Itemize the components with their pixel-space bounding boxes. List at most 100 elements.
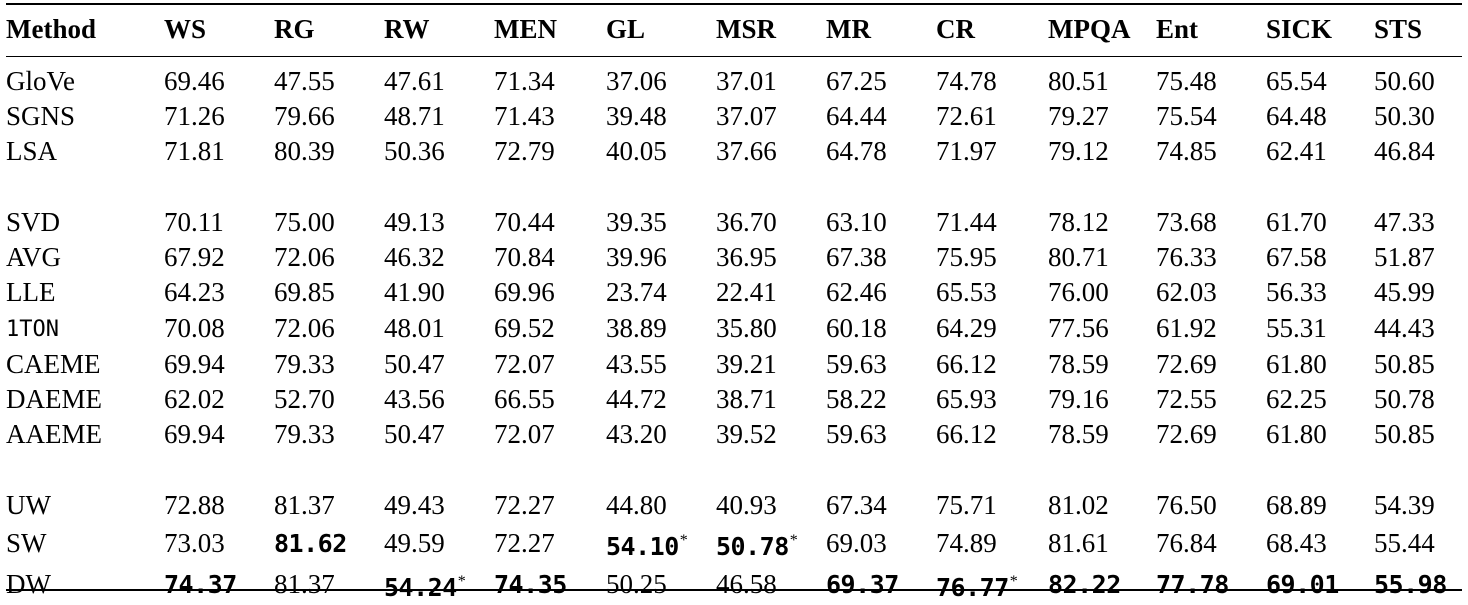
score-value: 72.69 <box>1156 349 1217 379</box>
score-cell: 73.68 <box>1156 169 1266 240</box>
score-value: 44.43 <box>1374 313 1435 343</box>
method-name: 1TON <box>6 317 59 342</box>
score-value: 58.22 <box>826 384 887 414</box>
score-cell: 50.30 <box>1374 99 1462 134</box>
score-cell: 69.46 <box>164 53 274 99</box>
method-cell: UW <box>6 452 164 523</box>
score-value: 44.80 <box>606 490 667 520</box>
score-cell: 50.85 <box>1374 347 1462 382</box>
score-value: 54.39 <box>1374 490 1435 520</box>
score-value: 38.71 <box>716 384 777 414</box>
best-score-value: 77.78 <box>1156 570 1229 599</box>
header-cell-gl: GL <box>606 14 646 44</box>
score-cell: 67.58 <box>1266 240 1374 275</box>
score-cell: 79.66 <box>274 99 384 134</box>
score-cell: 72.55 <box>1156 382 1266 417</box>
table-row: LLE 64.23 69.85 41.90 69.96 23.74 22.41 62.46 65… <box>6 275 1462 310</box>
score-cell: 71.34 <box>494 53 606 99</box>
score-value: 71.26 <box>164 101 225 131</box>
score-value: 38.89 <box>606 313 667 343</box>
method-cell: LLE <box>6 275 164 310</box>
score-cell: 50.78 <box>1374 382 1462 417</box>
score-value: 72.27 <box>494 528 555 558</box>
score-cell: 75.54 <box>1156 99 1266 134</box>
score-cell: 71.44 <box>936 169 1048 240</box>
score-value: 39.52 <box>716 419 777 449</box>
score-value: 72.07 <box>494 419 555 449</box>
table-row: CAEME 69.94 79.33 50.47 72.07 43.55 39.21 59.63… <box>6 347 1462 382</box>
score-value: 55.31 <box>1266 313 1327 343</box>
score-value: 44.72 <box>606 384 667 414</box>
score-cell: 79.33 <box>274 347 384 382</box>
score-value: 46.84 <box>1374 136 1435 166</box>
score-cell: 50.85 <box>1374 417 1462 452</box>
header-cell-cr: CR <box>936 14 975 44</box>
score-value: 73.68 <box>1156 207 1217 237</box>
score-value: 46.32 <box>384 242 445 272</box>
header-cell-men: MEN <box>494 14 557 44</box>
score-value: 70.44 <box>494 207 555 237</box>
score-cell: 79.27 <box>1048 99 1156 134</box>
score-cell: 76.33 <box>1156 240 1266 275</box>
significance-marker: * <box>679 532 688 549</box>
table-row: AVG 67.92 72.06 46.32 70.84 39.96 36.95 67.38 75… <box>6 240 1462 275</box>
score-value: 46.58 <box>716 569 777 599</box>
score-cell: 41.90 <box>384 275 494 310</box>
score-value: 72.06 <box>274 242 335 272</box>
score-value: 64.48 <box>1266 101 1327 131</box>
score-cell: 70.44 <box>494 169 606 240</box>
score-cell: 79.16 <box>1048 382 1156 417</box>
table-row: LSA 71.81 80.39 50.36 72.79 40.05 37.66 64.78 71… <box>6 134 1462 169</box>
score-cell: 55.31 <box>1266 310 1374 347</box>
score-cell: 76.84 <box>1156 523 1266 564</box>
score-cell: 71.26 <box>164 99 274 134</box>
score-cell: 72.69 <box>1156 417 1266 452</box>
score-value: 71.34 <box>494 66 555 96</box>
score-value: 65.93 <box>936 384 997 414</box>
method-cell: CAEME <box>6 347 164 382</box>
table-row: UW 72.88 81.37 49.43 72.27 44.80 40.93 67.34 75.… <box>6 452 1462 523</box>
method-name: SVD <box>6 207 61 237</box>
score-cell: 60.18 <box>826 310 936 347</box>
score-cell: 55.98 <box>1374 564 1462 605</box>
score-cell: 50.60 <box>1374 53 1462 99</box>
score-value: 79.33 <box>274 419 335 449</box>
score-value: 43.55 <box>606 349 667 379</box>
score-cell: 81.62 <box>274 523 384 564</box>
score-cell: 70.84 <box>494 240 606 275</box>
score-cell: 47.55 <box>274 53 384 99</box>
score-cell: 39.21 <box>716 347 826 382</box>
score-value: 74.89 <box>936 528 997 558</box>
score-value: 68.89 <box>1266 490 1327 520</box>
score-cell: 50.47 <box>384 417 494 452</box>
score-value: 76.50 <box>1156 490 1217 520</box>
bottom-rule <box>6 589 1462 591</box>
score-cell: 69.37 <box>826 564 936 605</box>
score-value: 69.94 <box>164 349 225 379</box>
score-value: 80.51 <box>1048 66 1109 96</box>
method-cell: AVG <box>6 240 164 275</box>
score-cell: 65.54 <box>1266 53 1374 99</box>
score-value: 75.54 <box>1156 101 1217 131</box>
score-value: 64.44 <box>826 101 887 131</box>
score-cell: 40.93 <box>716 452 826 523</box>
score-cell: 67.92 <box>164 240 274 275</box>
header-cell-sts: STS <box>1374 14 1423 44</box>
score-value: 61.92 <box>1156 313 1217 343</box>
score-cell: 69.94 <box>164 417 274 452</box>
best-score-value: 55.98 <box>1374 570 1447 599</box>
score-cell: 22.41 <box>716 275 826 310</box>
table-row: AAEME 69.94 79.33 50.47 72.07 43.20 39.52 59.63… <box>6 417 1462 452</box>
score-cell: 58.22 <box>826 382 936 417</box>
score-cell: 81.61 <box>1048 523 1156 564</box>
method-name: CAEME <box>6 349 101 379</box>
score-value: 23.74 <box>606 277 667 307</box>
score-value: 64.78 <box>826 136 887 166</box>
score-cell: 75.48 <box>1156 53 1266 99</box>
score-cell: 72.06 <box>274 240 384 275</box>
score-cell: 43.20 <box>606 417 716 452</box>
score-cell: 76.00 <box>1048 275 1156 310</box>
score-value: 78.59 <box>1048 349 1109 379</box>
score-cell: 66.12 <box>936 417 1048 452</box>
score-value: 72.79 <box>494 136 555 166</box>
